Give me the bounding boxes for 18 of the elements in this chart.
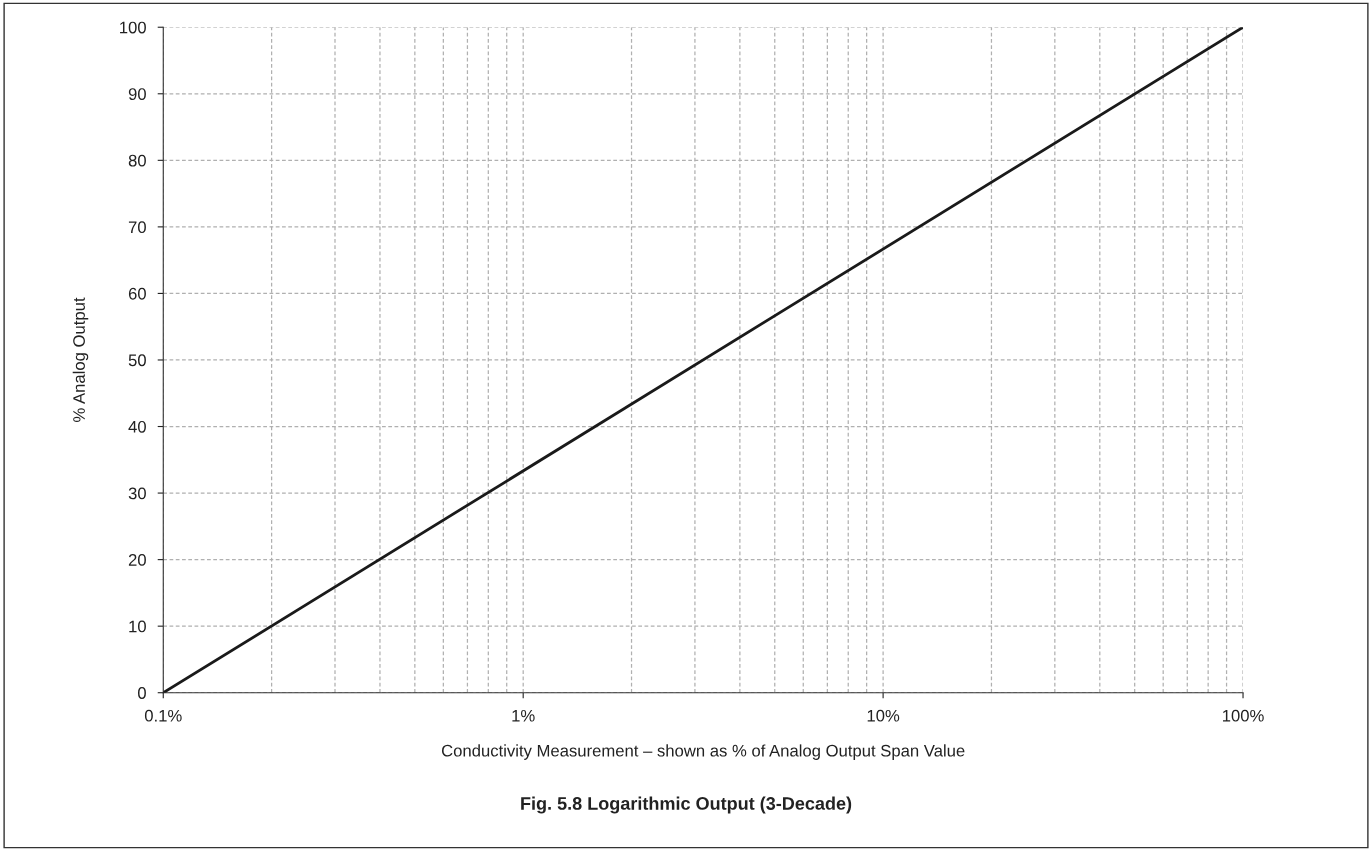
- y-tick-label: 30: [128, 487, 146, 500]
- y-tick-label: 90: [128, 88, 146, 100]
- y-tick-label: 20: [128, 554, 146, 566]
- text: Fig. 5.8 Logarithmic Output (3-Decade): [521, 796, 852, 814]
- y-tick-label: 10: [129, 620, 146, 633]
- x-axis-title: Conductivity Measurement – shown as % of Analog Output Span Value: [441, 744, 965, 760]
- y-tick-label: 80: [128, 154, 146, 167]
- y-tick-label: 0: [137, 687, 146, 699]
- y-tick-label: 50: [128, 354, 146, 367]
- x-tick-label: 1%: [512, 709, 535, 722]
- y-axis-title: % Analog Output: [72, 297, 89, 422]
- y-tick-label: 60: [128, 287, 146, 300]
- y-tick-label: 40: [128, 420, 146, 433]
- y-tick-label: 100: [120, 21, 146, 34]
- x-tick-label: 10%: [867, 709, 900, 722]
- x-tick-label: 100%: [1222, 709, 1264, 722]
- y-tick-label: 70: [128, 221, 146, 234]
- x-tick-label: 0.1%: [144, 709, 182, 722]
